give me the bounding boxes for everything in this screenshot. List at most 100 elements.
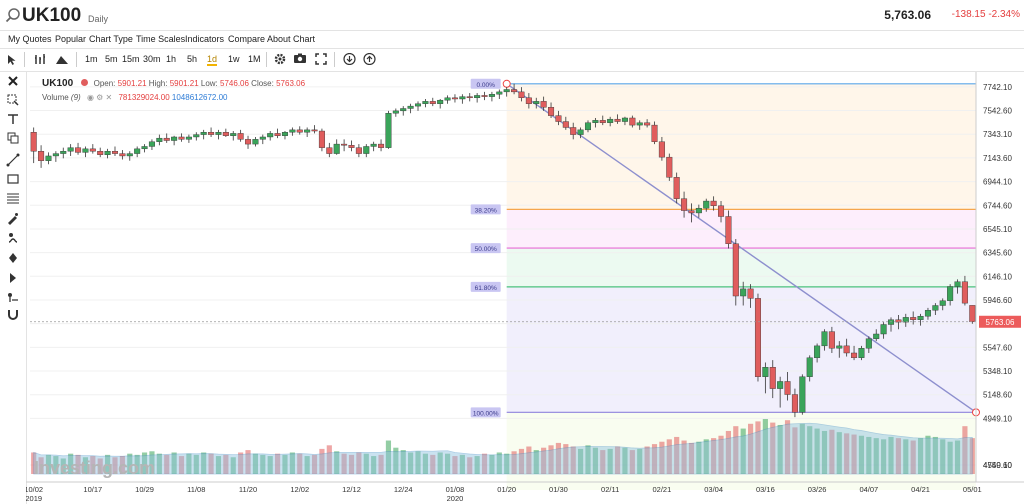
volume-bar [341, 453, 347, 474]
x-tick-label: 2020 [447, 494, 464, 503]
cursor-icon[interactable] [7, 54, 17, 66]
candle-body [503, 89, 510, 93]
fib-level-label: 50.00% [475, 246, 497, 253]
timeframe-1M[interactable]: 1M [248, 54, 261, 64]
candle-body [673, 177, 680, 199]
candle-body [769, 367, 776, 389]
brush-icon[interactable] [6, 231, 20, 245]
volume-bar [408, 452, 414, 474]
timeframe-1m[interactable]: 1m [85, 54, 98, 64]
search-icon[interactable] [5, 7, 21, 23]
y-tick-label: 5148.60 [983, 391, 1012, 400]
candle-body [82, 148, 89, 153]
x-tick-label: 10/29 [135, 485, 154, 494]
volume-bar [164, 454, 170, 474]
timeframe-1h[interactable]: 1h [166, 54, 177, 64]
download-icon[interactable] [343, 53, 356, 65]
candle-body [444, 97, 451, 101]
volume-bar [467, 457, 473, 474]
candle-body [651, 124, 658, 142]
menu-indicators[interactable]: Indicators [185, 34, 225, 44]
current-price-label: 5763.06 [986, 318, 1015, 327]
candle-body [954, 281, 961, 287]
volume-bar [829, 429, 835, 474]
menu-about-chart[interactable]: About Chart [267, 34, 316, 44]
rectangle-icon[interactable] [6, 172, 20, 186]
volume-bar [799, 423, 805, 474]
y-tick-label: 5547.60 [983, 343, 1012, 352]
bar-chart-icon[interactable] [34, 53, 48, 65]
candle-body [97, 151, 104, 155]
timeframe-5m[interactable]: 5m [105, 54, 118, 64]
y-tick-label: 7143.60 [983, 154, 1012, 163]
volume-ma-area [33, 422, 973, 475]
measure-icon[interactable] [6, 290, 20, 304]
fib-trendline[interactable] [506, 83, 977, 413]
timeframe-30m[interactable]: 30m [143, 54, 161, 64]
volume-bar [784, 420, 791, 474]
upload-icon[interactable] [363, 53, 376, 65]
menu-chart-type[interactable]: Chart Type [89, 34, 133, 44]
volume-bar [452, 456, 458, 474]
copy-icon[interactable] [6, 131, 20, 145]
candle-body [126, 153, 133, 157]
pen-icon[interactable] [6, 211, 20, 225]
candle-body [924, 310, 931, 317]
candle-body [799, 376, 806, 413]
timeframe-1w[interactable]: 1w [228, 54, 240, 64]
select-area-icon[interactable] [6, 93, 20, 107]
volume-bar [688, 442, 695, 474]
menu-my-quotes[interactable]: My Quotes [8, 34, 52, 44]
volume-bar [45, 454, 52, 474]
volume-bar [178, 456, 185, 474]
candle-body [806, 357, 813, 377]
price-chart[interactable]: 0.00% 38.20% 50.00% 61.80% 100.00% 7742.10 75… [26, 72, 1024, 504]
volume-bar [674, 436, 680, 474]
menu-compare[interactable]: Compare [228, 34, 266, 44]
fullscreen-icon[interactable] [315, 53, 327, 65]
candle-body [917, 315, 924, 320]
magnet-icon[interactable] [6, 308, 20, 322]
menu-time-scales[interactable]: Time Scales [136, 34, 186, 44]
candle-body [148, 141, 155, 147]
x-tick-label: 03/16 [756, 485, 775, 494]
candle-body [304, 129, 311, 133]
close-icon[interactable] [6, 74, 20, 88]
area-chart-icon[interactable] [56, 54, 68, 64]
volume-bar [777, 424, 783, 474]
timeframe-1d[interactable]: 1d [207, 54, 218, 66]
camera-icon[interactable] [294, 53, 306, 64]
fill-icon[interactable] [6, 271, 20, 285]
fibonacci-icon[interactable] [6, 191, 20, 205]
symbol-title: UK100 [22, 5, 82, 26]
candle-body [318, 130, 325, 148]
timeframe-5h[interactable]: 5h [187, 54, 198, 64]
shape-icon[interactable] [6, 251, 20, 265]
fib-anchor-start[interactable] [502, 79, 511, 88]
volume-bar [725, 430, 732, 474]
candle-body [451, 97, 458, 100]
candle-body [326, 147, 333, 154]
candle-body [880, 324, 887, 335]
line-icon[interactable] [6, 153, 20, 167]
candle-body [725, 216, 732, 244]
text-icon[interactable] [6, 112, 20, 126]
timeframe-15m[interactable]: 15m [122, 54, 140, 64]
volume-legend: Volume (9) ◉ ⚙ ✕ 781329024.00 1048612672… [42, 93, 228, 102]
legend-volume-tools[interactable]: ◉ ⚙ ✕ [86, 93, 113, 102]
candle-body [777, 381, 784, 389]
menu-popular[interactable]: Popular [55, 34, 87, 44]
y-tick-label: 4749.60 [983, 461, 1012, 470]
volume-bar [68, 453, 74, 474]
candle-body [902, 317, 909, 323]
volume-bar [60, 458, 66, 474]
settings-icon[interactable] [274, 53, 286, 65]
candle-body [104, 151, 111, 155]
volume-bar [969, 438, 975, 474]
volume-bar [356, 452, 362, 474]
candle-body [45, 155, 52, 161]
candle-body [370, 143, 377, 147]
legend-low: 5746.06 [220, 79, 249, 88]
candle-body [119, 153, 126, 157]
candle-body [60, 151, 67, 154]
